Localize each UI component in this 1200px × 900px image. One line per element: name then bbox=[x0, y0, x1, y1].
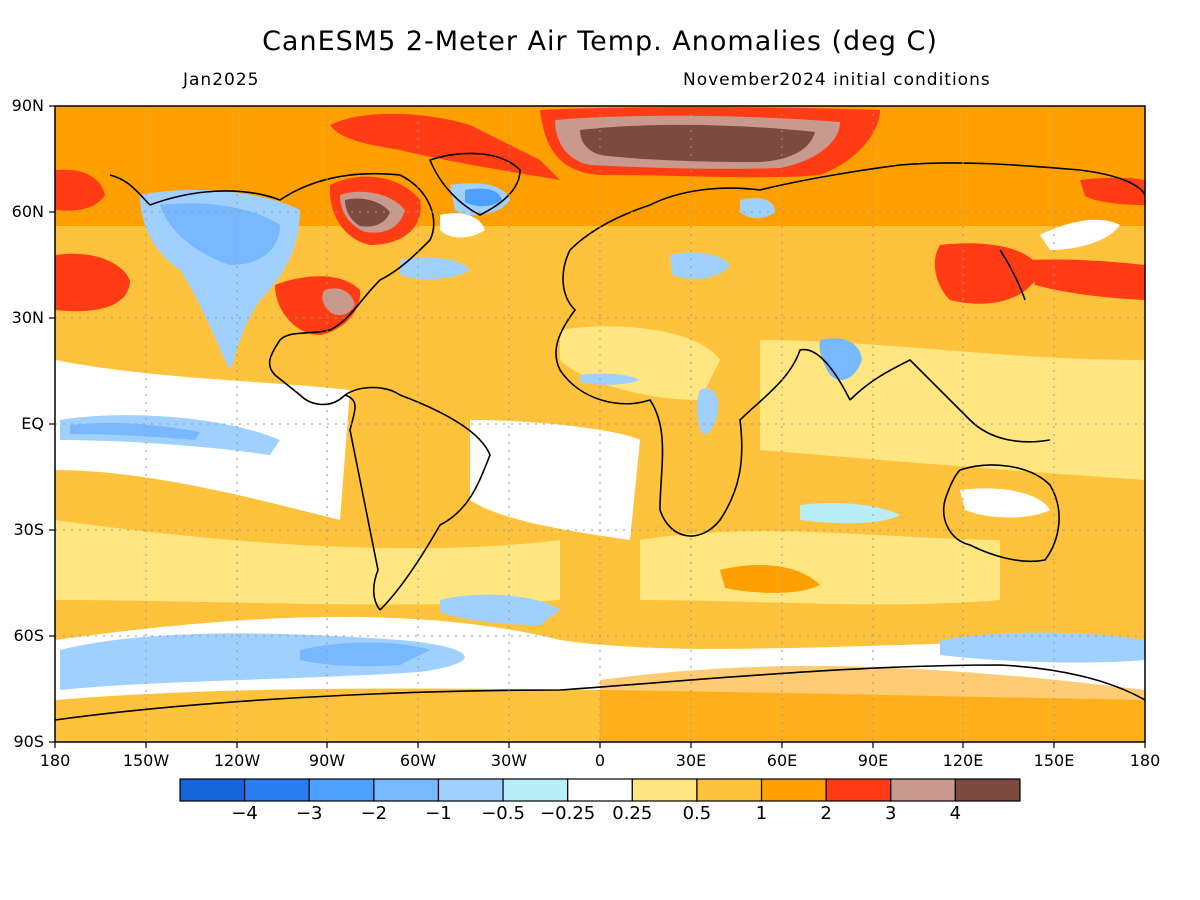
colorbar-swatch bbox=[179, 778, 246, 802]
colorbar-tick-label: −1 bbox=[425, 803, 452, 824]
lon-label: 120W bbox=[213, 751, 261, 770]
lon-label: 30E bbox=[675, 751, 707, 770]
lon-label: 0 bbox=[594, 751, 606, 770]
axis-ticks bbox=[49, 105, 1146, 748]
lon-label: 90E bbox=[857, 751, 889, 770]
lat-label: EQ bbox=[21, 414, 44, 433]
colorbar-swatch bbox=[825, 778, 892, 802]
colorbar-tick-label: −0.25 bbox=[540, 803, 596, 824]
lon-label: 90W bbox=[308, 751, 346, 770]
lat-label: 90N bbox=[11, 96, 44, 115]
lat-label: 90S bbox=[13, 732, 44, 751]
coastlines bbox=[54, 152, 1146, 721]
graticule bbox=[55, 106, 1145, 742]
colorbar-swatch bbox=[437, 778, 504, 802]
colorbar-tick-label: 2 bbox=[820, 803, 832, 824]
colorbar-tick-label: 1 bbox=[755, 803, 768, 824]
colorbar-swatch bbox=[308, 778, 375, 802]
colorbar-swatch bbox=[890, 778, 956, 802]
lon-label: 150E bbox=[1033, 751, 1075, 770]
init-conditions-label: November2024 initial conditions bbox=[683, 70, 991, 90]
lon-label: 150W bbox=[122, 751, 170, 770]
colorbar-tick-label: 0.5 bbox=[682, 803, 712, 824]
lat-label: 60N bbox=[11, 202, 44, 221]
colorbar bbox=[179, 778, 1021, 802]
lon-label: 180 bbox=[39, 751, 71, 770]
map-title: CanESM5 2-Meter Air Temp. Anomalies (deg… bbox=[262, 26, 938, 57]
colorbar-swatch bbox=[567, 778, 633, 802]
lon-label: 180 bbox=[1129, 751, 1161, 770]
colorbar-tick-label: −0.5 bbox=[481, 803, 525, 824]
colorbar-tick-label: 0.25 bbox=[612, 803, 653, 824]
colorbar-swatch bbox=[244, 778, 310, 802]
lat-label: 30N bbox=[11, 308, 44, 327]
colorbar-swatch bbox=[502, 778, 569, 802]
colorbar-tick-label: −3 bbox=[295, 803, 323, 824]
colorbar-swatch bbox=[696, 778, 763, 802]
colorbar-swatch bbox=[373, 778, 440, 802]
colorbar-swatch bbox=[954, 778, 1021, 802]
colorbar-tick-label: −4 bbox=[231, 803, 258, 824]
colorbar-swatch bbox=[631, 778, 698, 802]
lon-label: 120E bbox=[942, 751, 984, 770]
colorbar-tick-label: 4 bbox=[949, 803, 962, 824]
colorbar-tick-label: −2 bbox=[360, 803, 388, 824]
colorbar-tick-label: 3 bbox=[885, 803, 897, 824]
lon-label: 60E bbox=[766, 751, 798, 770]
lon-label: 60W bbox=[399, 751, 437, 770]
lat-label: 60S bbox=[13, 626, 44, 645]
lat-label: 30S bbox=[13, 520, 44, 539]
lon-label: 30W bbox=[490, 751, 528, 770]
valid-month-label: Jan2025 bbox=[183, 70, 260, 90]
colorbar-swatch bbox=[760, 778, 827, 802]
